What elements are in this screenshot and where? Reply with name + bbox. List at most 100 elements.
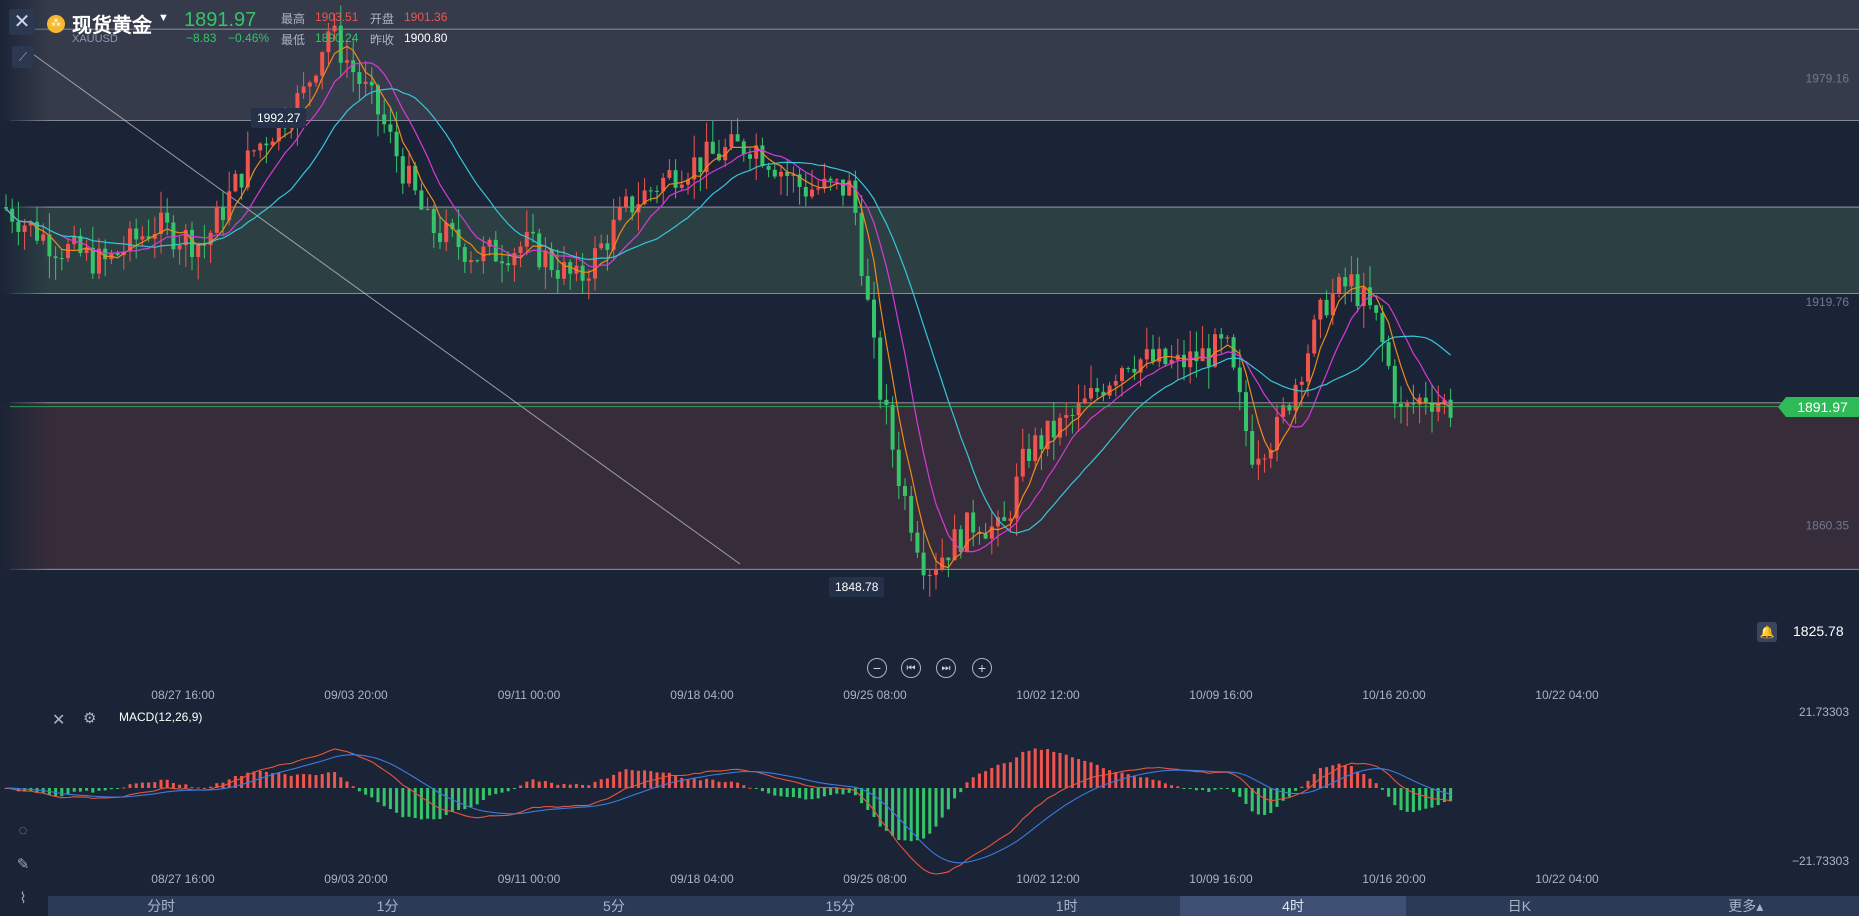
candle-body — [989, 526, 994, 539]
macd-bar — [475, 788, 479, 805]
candle-body — [376, 85, 380, 115]
candle-body — [853, 180, 858, 213]
tab-fenshi[interactable]: 分时 — [147, 898, 176, 914]
candle-body — [438, 233, 442, 243]
macd-bar — [909, 788, 913, 842]
symbol-name[interactable]: 现货黄金 — [72, 15, 152, 37]
macd-bar — [953, 788, 957, 799]
candle-body — [128, 228, 132, 252]
macd-bar — [729, 781, 733, 788]
candle-body — [679, 184, 684, 188]
candle-body — [1082, 398, 1087, 404]
first-button[interactable]: ⏮ — [901, 658, 921, 678]
macd-bar — [1058, 752, 1062, 788]
candle-body — [878, 337, 883, 400]
macd-bar — [959, 788, 963, 793]
macd-time-axis-label: 10/22 04:00 — [1535, 872, 1599, 886]
macd-bar — [171, 782, 175, 788]
candle-body — [1120, 368, 1124, 381]
macd-bar — [1306, 780, 1310, 788]
time-axis-label: 09/18 04:00 — [670, 688, 734, 702]
close-icon[interactable]: ✕ — [9, 9, 35, 35]
tab-4h[interactable]: 4时 — [1179, 896, 1407, 916]
tab-1h[interactable]: 1时 — [1055, 898, 1078, 914]
macd-bar — [382, 788, 386, 807]
candle-body — [1361, 287, 1366, 307]
time-axis-label: 08/27 16:00 — [151, 688, 215, 702]
candle-body — [16, 221, 21, 232]
tab-daily[interactable]: 日K — [1507, 898, 1532, 914]
candle-body — [1132, 368, 1137, 373]
candle-body — [407, 165, 411, 184]
macd-bar — [419, 788, 423, 820]
candle-body — [1380, 312, 1385, 343]
pencil-icon[interactable]: ✎ — [16, 856, 30, 873]
macd-bar — [1449, 788, 1453, 802]
candle-body — [1126, 368, 1131, 370]
macd-bar — [221, 782, 225, 788]
zoom-in-button[interactable]: + — [972, 658, 992, 678]
candle-body — [909, 495, 914, 533]
macd-bar — [698, 780, 702, 788]
macd-bar — [333, 772, 337, 788]
macd-bar — [934, 788, 938, 827]
candle-body — [444, 222, 449, 243]
macd-bar — [593, 781, 597, 788]
bell-icon[interactable]: 🔔 — [1757, 622, 1777, 642]
macd-bar — [1418, 788, 1422, 811]
macd-close-icon[interactable]: ✕ — [52, 712, 66, 729]
indicator-icon[interactable]: ⌇ — [19, 890, 27, 907]
time-axis-label: 10/09 16:00 — [1189, 688, 1253, 702]
chevron-down-icon[interactable]: ▼ — [158, 12, 169, 24]
tab-1min[interactable]: 1分 — [376, 898, 399, 914]
macd-bar — [754, 788, 758, 789]
macd-bar — [1194, 788, 1198, 791]
macd-bar — [1312, 773, 1316, 788]
open-label: 开盘 — [370, 12, 395, 26]
candle-body — [28, 221, 33, 226]
candle-body — [729, 134, 734, 148]
zoom-out-button[interactable]: − — [867, 658, 887, 678]
candle-body — [1008, 518, 1013, 521]
macd-bar — [215, 783, 219, 788]
macd-bar — [1176, 786, 1180, 788]
candle-body — [301, 86, 306, 93]
candle-body — [1293, 384, 1298, 411]
line-tool-icon[interactable]: ⟋ — [12, 46, 34, 68]
macd-bar — [568, 784, 572, 788]
macd-bar — [376, 788, 380, 803]
macd-bar — [1356, 771, 1360, 788]
macd-bar — [971, 777, 975, 788]
macd-bar — [444, 788, 448, 816]
ma20-line — [5, 88, 1451, 534]
tab-5min[interactable]: 5分 — [603, 898, 625, 914]
macd-bar — [1424, 788, 1428, 809]
candle-body — [661, 177, 666, 192]
eraser-icon[interactable]: ◌ — [18, 822, 28, 839]
candle-body — [1219, 334, 1224, 339]
macd-bar — [122, 787, 126, 789]
candle-body — [704, 141, 709, 173]
macd-bar — [643, 770, 647, 788]
price-axis-tick: 1919.76 — [1806, 295, 1850, 309]
candle-body — [171, 222, 176, 250]
candle-body — [90, 247, 95, 274]
candle-body — [1002, 517, 1007, 521]
gold-coin-icon: ⁂ — [47, 15, 65, 33]
candle-body — [803, 187, 808, 197]
macd-bar — [512, 788, 516, 789]
tab-15min[interactable]: 15分 — [825, 898, 856, 914]
symbol-header: ✕ ⟋ ⁂ 现货黄金 ▼ XAUUSD 1891.97 −8.83 −0.46%… — [0, 0, 500, 68]
low-label: 最低 — [281, 33, 306, 47]
candle-body — [165, 212, 170, 223]
candle-body — [4, 207, 8, 209]
tab-more[interactable]: 更多▴ — [1728, 898, 1764, 914]
macd-bar — [686, 779, 690, 788]
gear-icon[interactable]: ⚙ — [83, 710, 97, 727]
symbol-code: XAUUSD — [72, 33, 118, 45]
last-button[interactable]: ⏭ — [936, 658, 956, 678]
candle-body — [394, 131, 399, 157]
macd-bar — [457, 788, 461, 810]
candle-body — [655, 190, 659, 192]
